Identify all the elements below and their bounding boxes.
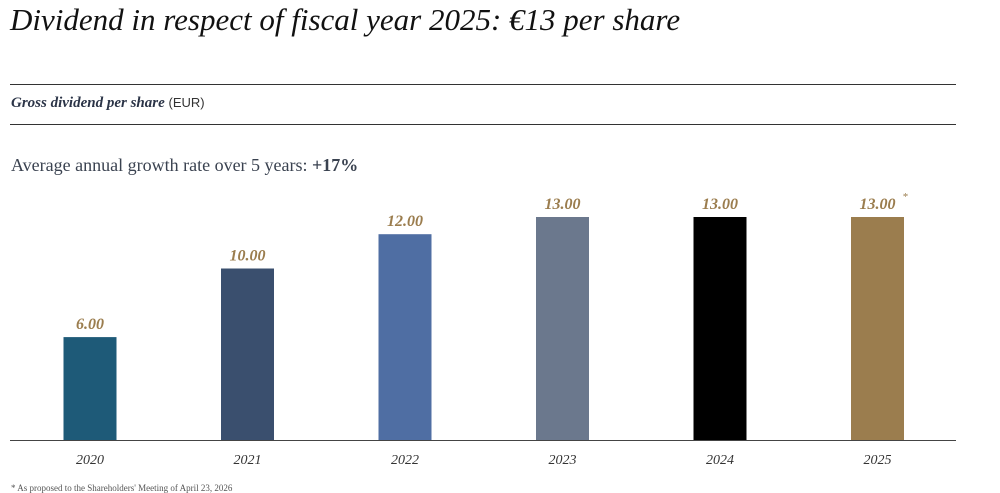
chart-subtitle: Gross dividend per share (EUR) bbox=[11, 95, 205, 112]
subtitle-unit: (EUR) bbox=[168, 95, 205, 110]
growth-value: +17% bbox=[312, 155, 359, 175]
bar-2025 bbox=[851, 217, 904, 440]
x-tick-label-2020: 2020 bbox=[76, 453, 104, 468]
x-tick-label-2024: 2024 bbox=[706, 453, 734, 468]
value-label-2020: 6.00 bbox=[76, 316, 104, 333]
value-label-2025: 13.00 bbox=[860, 196, 896, 213]
x-tick-label-2021: 2021 bbox=[234, 453, 262, 468]
value-label-2021: 10.00 bbox=[230, 248, 266, 265]
footnote: * As proposed to the Shareholders' Meeti… bbox=[11, 483, 233, 493]
bottom-divider bbox=[10, 124, 956, 125]
top-divider bbox=[10, 84, 956, 85]
bar-2021 bbox=[221, 268, 274, 440]
x-tick-label-2025: 2025 bbox=[864, 453, 892, 468]
bar-2022 bbox=[378, 234, 432, 440]
subtitle-label: Gross dividend per share bbox=[11, 95, 165, 111]
x-tick-label-2023: 2023 bbox=[549, 453, 577, 468]
bar-2024 bbox=[693, 217, 747, 440]
bar-2023 bbox=[536, 217, 589, 440]
x-tick-label-2022: 2022 bbox=[391, 453, 419, 468]
growth-rate: Average annual growth rate over 5 years:… bbox=[11, 155, 358, 176]
bar-2020 bbox=[63, 337, 117, 440]
page-title: Dividend in respect of fiscal year 2025:… bbox=[10, 2, 681, 37]
footnote-marker: * bbox=[903, 191, 909, 203]
value-label-2024: 13.00 bbox=[702, 196, 738, 213]
growth-label: Average annual growth rate over 5 years: bbox=[11, 155, 308, 175]
value-label-2023: 13.00 bbox=[545, 196, 581, 213]
value-label-2022: 12.00 bbox=[387, 213, 423, 230]
